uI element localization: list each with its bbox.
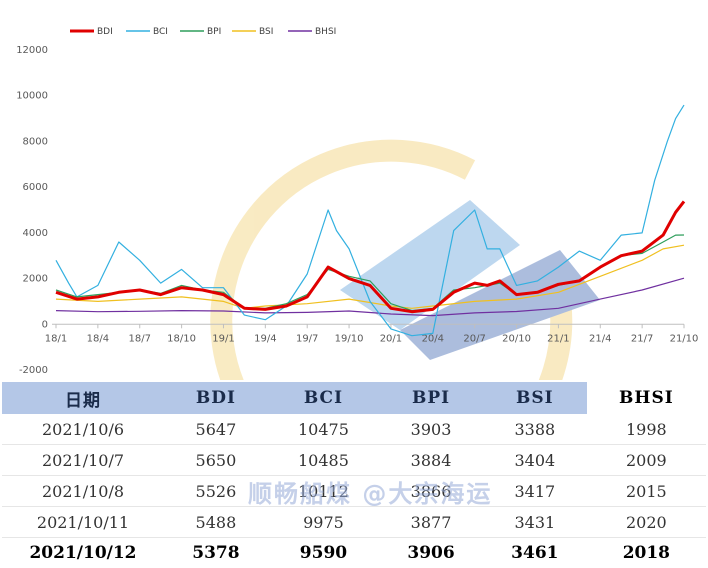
x-tick-label: 21/7 [631, 333, 653, 344]
cell-bsi: 3431 [483, 507, 587, 538]
cell-bhsi: 1998 [587, 414, 706, 445]
cell-bhsi: 2009 [587, 445, 706, 476]
cell-date: 2021/10/12 [2, 538, 164, 568]
cell-bci: 9975 [268, 507, 379, 538]
cell-bhsi: 2020 [587, 507, 706, 538]
header-bpi: BPI [379, 382, 483, 414]
line-chart: BDI BCI BPI BSI BHSI 12000 10000 8000 6000 4000 2… [0, 0, 708, 380]
table-header-row: 日期 BDI BCI BPI BSI BHSI [2, 382, 706, 414]
header-bsi: BSI [483, 382, 587, 414]
legend-label-bdi: BDI [97, 27, 113, 37]
cell-bpi: 3903 [379, 414, 483, 445]
cell-bpi: 3884 [379, 445, 483, 476]
cell-date: 2021/10/6 [2, 414, 164, 445]
y-tick-label: -2000 [19, 365, 48, 376]
legend-label-bsi: BSI [259, 27, 273, 37]
cell-date: 2021/10/11 [2, 507, 164, 538]
y-tick-label: 4000 [23, 228, 48, 239]
table-row: 2021/10/11 5488 9975 3877 3431 2020 [2, 507, 706, 538]
cell-bdi: 5647 [164, 414, 268, 445]
x-tick-label: 21/10 [670, 333, 699, 344]
x-tick-label: 21/4 [589, 333, 611, 344]
x-tick-label: 19/1 [212, 333, 234, 344]
table-row: 2021/10/7 5650 10485 3884 3404 2009 [2, 445, 706, 476]
cell-bsi: 3388 [483, 414, 587, 445]
legend-label-bpi: BPI [207, 27, 221, 37]
y-tick-label: 0 [42, 319, 48, 330]
header-date: 日期 [2, 382, 164, 414]
cell-bpi: 3877 [379, 507, 483, 538]
legend-label-bhsi: BHSI [315, 27, 336, 37]
x-axis: 18/1 18/4 18/7 18/10 19/1 19/4 19/7 19/10 20/1 20… [45, 324, 699, 344]
cell-date: 2021/10/7 [2, 445, 164, 476]
cell-bhsi: 2018 [587, 538, 706, 568]
legend: BDI BCI BPI BSI BHSI [70, 27, 336, 37]
cell-bci: 10475 [268, 414, 379, 445]
x-tick-label: 18/7 [128, 333, 150, 344]
cell-bci: 9590 [268, 538, 379, 568]
x-tick-label: 18/10 [167, 333, 196, 344]
series-lines [56, 105, 684, 336]
x-tick-label: 20/4 [422, 333, 444, 344]
chart-area: BDI BCI BPI BSI BHSI 12000 10000 8000 6000 4000 2… [0, 0, 708, 380]
cell-date: 2021/10/8 [2, 476, 164, 507]
x-tick-label: 20/1 [380, 333, 402, 344]
cell-bhsi: 2015 [587, 476, 706, 507]
cell-bpi: 3906 [379, 538, 483, 568]
cell-bci: 10485 [268, 445, 379, 476]
x-tick-label: 20/10 [502, 333, 531, 344]
table-row: 2021/10/6 5647 10475 3903 3388 1998 [2, 414, 706, 445]
watermark-text: 顺畅船煤 @大宗海运 [248, 474, 492, 509]
header-bhsi: BHSI [587, 382, 706, 414]
x-tick-label: 19/10 [335, 333, 364, 344]
x-tick-label: 18/1 [45, 333, 67, 344]
y-tick-label: 2000 [23, 274, 48, 285]
x-tick-label: 18/4 [87, 333, 109, 344]
y-tick-label: 6000 [23, 182, 48, 193]
legend-label-bci: BCI [153, 27, 168, 37]
x-tick-label: 19/4 [254, 333, 276, 344]
table-row: 2021/10/12 5378 9590 3906 3461 2018 [2, 538, 706, 568]
y-tick-label: 8000 [23, 136, 48, 147]
cell-bdi: 5650 [164, 445, 268, 476]
x-tick-label: 19/7 [296, 333, 318, 344]
logo-watermark [221, 151, 600, 380]
x-tick-label: 21/1 [547, 333, 569, 344]
x-tick-label: 20/7 [463, 333, 485, 344]
cell-bsi: 3404 [483, 445, 587, 476]
cell-bdi: 5488 [164, 507, 268, 538]
cell-bdi: 5378 [164, 538, 268, 568]
y-tick-label: 10000 [16, 91, 48, 102]
y-axis: 12000 10000 8000 6000 4000 2000 0 -2000 [16, 45, 48, 376]
cell-bsi: 3461 [483, 538, 587, 568]
header-bdi: BDI [164, 382, 268, 414]
y-tick-label: 12000 [16, 45, 48, 56]
cell-bsi: 3417 [483, 476, 587, 507]
header-bci: BCI [268, 382, 379, 414]
